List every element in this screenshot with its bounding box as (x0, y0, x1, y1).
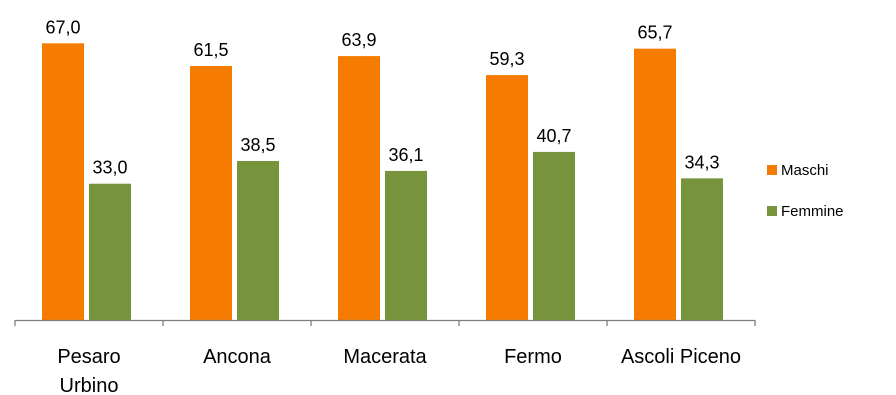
bars-group (42, 43, 723, 321)
category-label-0-line-0: Pesaro (57, 346, 120, 368)
data-label-maschi-4: 65,7 (637, 23, 672, 43)
bar-maschi-0 (42, 43, 84, 320)
legend-swatch-femmine (767, 206, 777, 216)
bar-maschi-2 (338, 56, 380, 321)
category-label-1: Ancona (203, 346, 272, 368)
bar-maschi-4 (634, 48, 676, 321)
data-labels-group: 67,0 61,5 63,9 59,3 65,7 33,0 38,5 36,1 40,7 34,3 (45, 17, 719, 177)
category-label-4: Ascoli Piceno (621, 346, 741, 368)
category-labels-group: Pesaro Urbino Ancona Macerata Fermo Ascoli Pi… (57, 346, 741, 395)
bar-femmine-3 (533, 151, 575, 320)
data-label-femmine-1: 38,5 (240, 135, 275, 155)
legend-swatch-maschi (767, 165, 777, 175)
bar-femmine-2 (385, 170, 427, 320)
bar-femmine-1 (237, 160, 279, 320)
bar-maschi-1 (190, 66, 232, 320)
x-axis (14, 319, 756, 326)
data-label-femmine-4: 34,3 (684, 152, 719, 172)
bar-femmine-4 (681, 178, 723, 320)
data-label-maschi-2: 63,9 (341, 30, 376, 50)
data-label-femmine-2: 36,1 (388, 145, 423, 165)
data-label-maschi-0: 67,0 (45, 17, 80, 37)
category-label-3: Fermo (504, 346, 562, 368)
legend-label-maschi: Maschi (781, 162, 829, 179)
data-label-maschi-3: 59,3 (489, 49, 524, 69)
bar-maschi-3 (486, 75, 528, 320)
data-label-femmine-3: 40,7 (536, 126, 571, 146)
data-label-femmine-0: 33,0 (92, 158, 127, 178)
data-label-maschi-1: 61,5 (193, 40, 228, 60)
category-label-2: Macerata (343, 346, 427, 368)
legend: Maschi Femmine (767, 162, 844, 220)
legend-label-femmine: Femmine (781, 203, 844, 220)
bar-femmine-0 (89, 183, 131, 320)
category-label-0-line-1: Urbino (60, 375, 119, 395)
